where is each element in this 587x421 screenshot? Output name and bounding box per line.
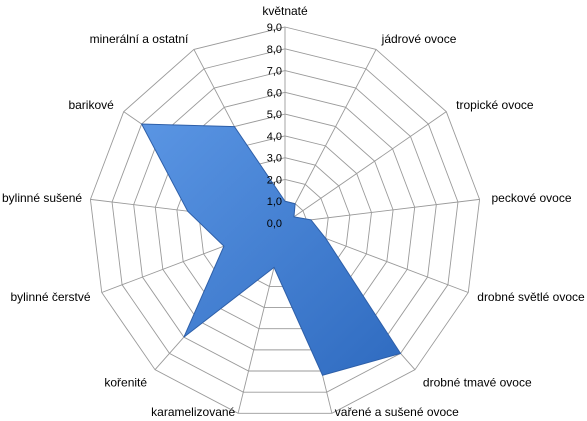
category-label-3: peckové ovoce [491,191,571,205]
category-label-7: karamelizované [151,405,235,419]
tick-label: 2,0 [267,174,282,186]
tick-label: 3,0 [267,153,282,165]
category-label-6: vařené a sušené ovoce [335,405,459,419]
grid-ring-9 [89,26,481,414]
tick-label: 8,0 [267,44,282,56]
tick-label: 7,0 [267,66,282,78]
tick-label: 5,0 [267,109,282,121]
grid-spoke-2 [284,111,447,224]
series-area-0 [140,123,402,376]
category-label-4: drobné světlé ovoce [477,290,585,304]
radar-series-layer [140,123,402,376]
category-label-9: bylinné čerstvé [10,290,90,304]
category-label-5: drobné tmavé ovoce [423,376,532,390]
category-label-11: barikové [68,98,114,112]
tick-label: 9,0 [267,22,282,34]
category-label-0: květnaté [262,4,308,18]
category-label-1: jádrové ovoce [381,32,457,46]
category-label-12: minerální a ostatní [90,32,189,46]
grid-spoke-3 [284,198,480,224]
tick-label: 4,0 [267,131,282,143]
tick-label: 1,0 [267,196,282,208]
category-label-10: bylinné sušené [2,191,82,205]
grid-spoke-1 [284,49,377,224]
tick-label: 6,0 [267,87,282,99]
grid-ring-8 [111,48,459,393]
radar-category-labels: květnaté jádrové ovoce tropické ovoce pecko… [2,4,585,419]
category-label-2: tropické ovoce [456,98,534,112]
tick-label: 0,0 [267,218,282,230]
category-label-8: kořenité [104,376,147,390]
radar-tick-labels: 0,0 1,0 2,0 3,0 4,0 5,0 6,0 7,0 8,0 9,0 [267,22,282,230]
